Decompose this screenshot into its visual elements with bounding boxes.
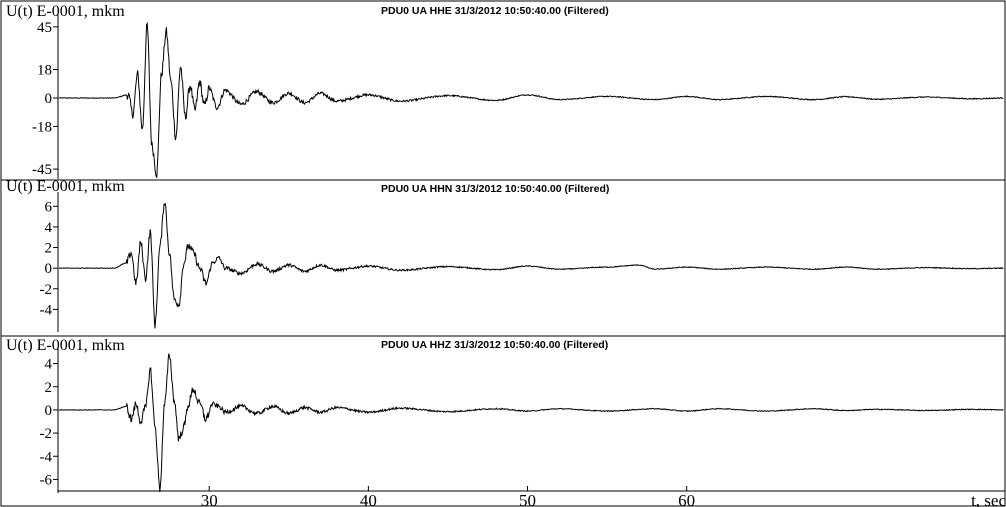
panel-title: PDU0 UA HHZ 31/3/2012 10:50:40.00 (Filte… [381,339,608,351]
y-tick-label: -6 [40,472,53,488]
y-tick-label: 4 [45,357,53,373]
y-tick-label: 18 [37,63,52,79]
y-tick-label: -2 [40,282,53,298]
y-axis-label: U(t) E-0001, mkm [6,178,125,195]
y-tick-label: -2 [40,426,53,442]
y-tick-label: 2 [45,241,53,257]
y-tick-label: 0 [45,261,53,277]
y-tick-label: -4 [40,449,53,465]
y-tick-label: 2 [45,380,53,396]
y-tick-label: -4 [40,302,53,318]
y-tick-label: 4 [45,220,53,236]
x-tick-label: 30 [201,491,218,507]
panel-title: PDU0 UA HHN 31/3/2012 10:50:40.00 (Filte… [381,183,609,195]
panel-title: PDU0 UA HHE 31/3/2012 10:50:40.00 (Filte… [381,5,609,17]
x-tick-label: 60 [678,491,695,507]
x-tick-label: 40 [360,491,377,507]
waveform-trace [58,353,1004,493]
x-tick-label: 50 [519,491,536,507]
y-tick-label: 0 [45,91,53,107]
waveform-trace [58,22,1004,179]
y-tick-label: 45 [37,20,52,36]
y-axis-label: U(t) E-0001, mkm [6,3,125,20]
y-tick-label: -45 [32,162,52,178]
y-axis-label: U(t) E-0001, mkm [6,337,125,354]
y-tick-label: -18 [32,119,52,135]
x-axis-label: t, sec [971,491,1006,507]
waveform-trace [59,203,1004,329]
y-tick-label: 6 [45,199,53,215]
y-tick-label: 0 [45,403,53,419]
